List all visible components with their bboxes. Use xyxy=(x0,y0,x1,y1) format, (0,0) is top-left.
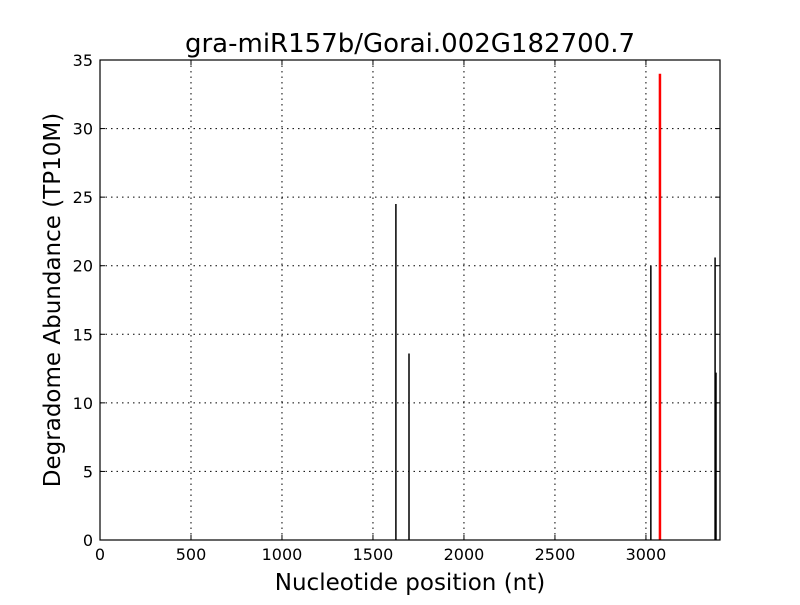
x-tick-label: 2500 xyxy=(535,545,576,564)
x-tick-label: 2000 xyxy=(444,545,485,564)
y-tick-label: 15 xyxy=(73,325,93,344)
y-axis-label: Degradome Abundance (TP10M) xyxy=(40,113,66,487)
x-tick-label: 1000 xyxy=(262,545,303,564)
y-tick-label: 30 xyxy=(73,120,93,139)
x-tick-label: 1500 xyxy=(353,545,394,564)
y-tick-label: 25 xyxy=(73,188,93,207)
y-tick-label: 10 xyxy=(73,394,93,413)
chart-title: gra-miR157b/Gorai.002G182700.7 xyxy=(185,29,635,59)
y-tick-label: 0 xyxy=(83,531,93,550)
y-tick-label: 20 xyxy=(73,257,93,276)
y-tick-label: 5 xyxy=(83,462,93,481)
x-tick-label: 0 xyxy=(95,545,105,564)
y-tick-label: 35 xyxy=(73,51,93,70)
x-tick-label: 3000 xyxy=(626,545,667,564)
x-axis-label: Nucleotide position (nt) xyxy=(275,570,545,596)
plot-frame xyxy=(99,59,721,541)
x-tick-label: 500 xyxy=(176,545,207,564)
